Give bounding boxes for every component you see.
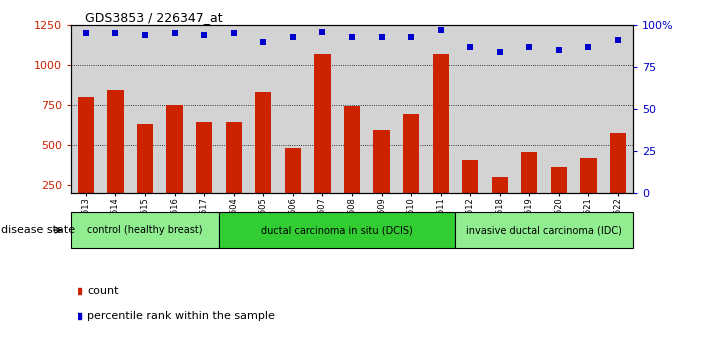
- Text: invasive ductal carcinoma (IDC): invasive ductal carcinoma (IDC): [466, 225, 622, 235]
- Point: [523, 44, 535, 50]
- Point: [198, 32, 210, 38]
- Bar: [456, 212, 633, 248]
- Point: [257, 39, 269, 44]
- Bar: [255, 92, 272, 225]
- Bar: [137, 124, 153, 225]
- Bar: [521, 152, 538, 225]
- Point: [139, 32, 151, 38]
- Point: [287, 34, 299, 39]
- Bar: [107, 90, 124, 225]
- Text: disease state: disease state: [1, 225, 75, 235]
- Bar: [432, 55, 449, 225]
- Bar: [491, 177, 508, 225]
- Bar: [462, 160, 479, 225]
- Bar: [71, 212, 219, 248]
- Point: [169, 30, 181, 36]
- Bar: [219, 212, 456, 248]
- Bar: [166, 105, 183, 225]
- Point: [80, 30, 92, 36]
- Point: [346, 34, 358, 39]
- Point: [583, 44, 594, 50]
- Bar: [344, 105, 360, 225]
- Point: [316, 29, 328, 34]
- Point: [228, 30, 240, 36]
- Bar: [314, 55, 331, 225]
- Point: [435, 27, 447, 33]
- Bar: [551, 166, 567, 225]
- Bar: [225, 122, 242, 225]
- Text: control (healthy breast): control (healthy breast): [87, 225, 203, 235]
- Point: [405, 34, 417, 39]
- Point: [612, 37, 624, 43]
- Bar: [77, 97, 94, 225]
- Point: [494, 49, 506, 55]
- Bar: [373, 131, 390, 225]
- Text: count: count: [87, 286, 119, 296]
- Bar: [610, 133, 626, 225]
- Bar: [403, 114, 419, 225]
- Text: GDS3853 / 226347_at: GDS3853 / 226347_at: [85, 11, 223, 24]
- Bar: [284, 148, 301, 225]
- Point: [109, 30, 121, 36]
- Bar: [196, 122, 213, 225]
- Point: [464, 44, 476, 50]
- Text: percentile rank within the sample: percentile rank within the sample: [87, 311, 275, 321]
- Text: ductal carcinoma in situ (DCIS): ductal carcinoma in situ (DCIS): [261, 225, 413, 235]
- Point: [376, 34, 387, 39]
- Bar: [580, 158, 597, 225]
- Point: [553, 47, 565, 53]
